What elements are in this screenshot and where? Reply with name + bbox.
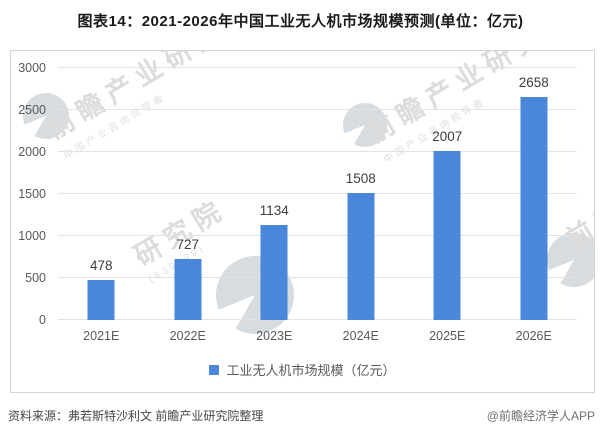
legend-swatch (209, 364, 220, 375)
bar (520, 97, 548, 320)
gridline (58, 277, 577, 278)
y-axis-label: 1000 (18, 229, 46, 243)
bar-slot: 1508 2024E (318, 68, 405, 343)
bar-slot: 2658 2026E (491, 68, 578, 343)
bar-value-label: 727 (176, 237, 200, 252)
gridline (58, 151, 577, 152)
chart-container: 前瞻产业研究院 中国产业咨询领导者 前瞻产业研究院 中国产业咨询领导者 研究院 … (10, 50, 595, 393)
plot-area: 0 500 1000 1500 2000 2500 3000 478 2021E 727 2022E… (18, 61, 578, 343)
bar (260, 225, 288, 320)
bar (174, 259, 202, 320)
gridline (58, 235, 577, 236)
bar-slot: 1134 2023E (231, 68, 318, 343)
bar (347, 193, 375, 320)
x-axis-label: 2023E (256, 329, 293, 343)
y-axis-label: 3000 (18, 61, 46, 75)
bar-value-label: 478 (89, 258, 113, 273)
legend: 工业无人机市场规模（亿元） (11, 360, 594, 379)
watermark-logo-icon (23, 93, 69, 139)
watermark-logo-icon (343, 103, 387, 147)
source-text: 资料来源：弗若斯特沙利文 前瞻产业研究院整理 (8, 409, 264, 423)
bar-value-label: 1134 (259, 203, 289, 218)
bar-value-label: 2658 (518, 75, 549, 90)
x-axis-label: 2026E (515, 329, 552, 343)
x-axis-label: 2021E (83, 329, 120, 343)
footer: 资料来源：弗若斯特沙利文 前瞻产业研究院整理 @前瞻经济学人APP (8, 407, 595, 424)
x-axis-label: 2022E (169, 329, 206, 343)
gridline (58, 67, 577, 68)
bar-slot: 478 2021E (58, 68, 145, 343)
chart-title: 图表14：2021-2026年中国工业无人机市场规模预测(单位：亿元) (77, 13, 524, 30)
y-axis-label: 2000 (18, 145, 46, 159)
x-axis-label: 2024E (342, 329, 379, 343)
credit-text: @前瞻经济学人APP (486, 409, 595, 423)
gridline (58, 193, 577, 194)
watermark-logo-icon (547, 233, 594, 287)
y-axis-label: 1500 (18, 187, 46, 201)
x-axis-label: 2025E (429, 329, 466, 343)
bar-slot: 2007 2025E (404, 68, 491, 343)
gridline (58, 109, 577, 110)
y-axis-label: 500 (25, 271, 46, 285)
legend-label: 工业无人机市场规模（亿元） (226, 363, 396, 378)
bars-row: 478 2021E 727 2022E 1134 2023E 1508 2024E 2007 20… (58, 68, 578, 343)
bar-value-label: 1508 (345, 171, 376, 186)
y-axis-label: 0 (39, 313, 46, 327)
bar-slot: 727 2022E (145, 68, 232, 343)
y-axis-label: 2500 (18, 103, 46, 117)
bar (433, 151, 461, 320)
bar (87, 280, 115, 320)
bar-value-label: 2007 (432, 129, 463, 144)
gridline (58, 319, 577, 320)
